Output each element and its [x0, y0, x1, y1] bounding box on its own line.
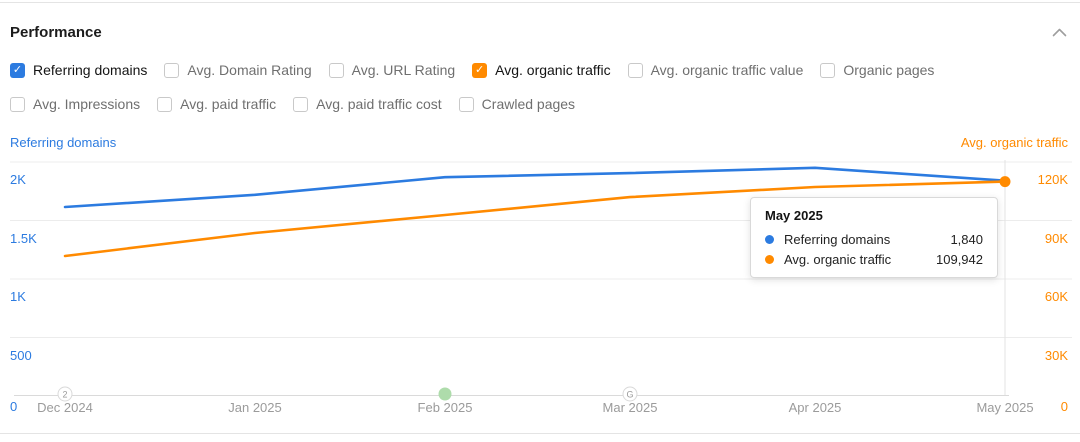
tooltip-row-referring-domains: Referring domains 1,840 [765, 232, 983, 247]
metric-label: Avg. paid traffic [180, 96, 277, 112]
metric-label: Avg. paid traffic cost [316, 96, 442, 112]
unchecked-checkbox-icon [458, 96, 474, 112]
x-axis-label-apr-2025: Apr 2025 [788, 400, 842, 415]
x-axis-label-may-2025: May 2025 [976, 400, 1034, 415]
x-axis-label-feb-2025: Feb 2025 [417, 400, 473, 415]
metric-label: Crawled pages [481, 96, 576, 112]
unchecked-checkbox-icon [627, 62, 643, 78]
left-axis-tick: 1K [10, 289, 26, 304]
x-axis-label-dec-2024: Dec 2024 [37, 400, 93, 415]
left-axis-tick: 500 [10, 347, 32, 363]
metric-label: Organic pages [843, 62, 935, 78]
left-axis-tick: 2K [10, 172, 26, 187]
series-color-dot-icon [765, 255, 774, 264]
right-axis-tick: 0 [1060, 399, 1068, 414]
x-axis-label-jan-2025: Jan 2025 [228, 400, 282, 415]
metric-label: Avg. organic traffic value [650, 62, 804, 78]
metric-checkbox-avg-organic-traffic[interactable]: ✓ Avg. organic traffic [472, 62, 611, 78]
x-axis-label-mar-2025: Mar 2025 [602, 400, 658, 415]
series-color-dot-icon [765, 235, 774, 244]
tooltip-row-avg-organic-traffic: Avg. organic traffic 109,942 [765, 252, 983, 267]
timeline-green-dot-marker[interactable] [438, 387, 452, 401]
tooltip-series-label: Avg. organic traffic [784, 252, 892, 267]
tooltip-series-value: 109,942 [936, 252, 983, 267]
avg-organic-traffic-line [63, 180, 1007, 258]
referring-domains-line [63, 166, 1007, 209]
panel-bottom-divider [0, 433, 1080, 434]
unchecked-checkbox-icon [293, 96, 309, 112]
right-axis-tick: 90K [1044, 230, 1068, 246]
metric-checkbox-crawled-pages[interactable]: Crawled pages [458, 96, 576, 112]
metric-checkbox-avg-paid-traffic-cost[interactable]: Avg. paid traffic cost [293, 96, 442, 112]
tooltip-series-value: 1,840 [950, 232, 983, 247]
tooltip-series-label: Referring domains [784, 232, 891, 247]
metric-checkbox-row-2: Avg. Impressions Avg. paid traffic Avg. pa… [10, 96, 1070, 112]
page-title: Performance [10, 24, 102, 41]
metric-label: Avg. organic traffic [495, 62, 611, 78]
metric-checkbox-avg-domain-rating[interactable]: Avg. Domain Rating [164, 62, 312, 78]
timeline-event-marker-2[interactable]: 2 [57, 386, 73, 402]
right-axis-title: Avg. organic traffic [960, 135, 1068, 150]
unchecked-checkbox-icon [164, 62, 180, 78]
metric-checkbox-avg-impressions[interactable]: Avg. Impressions [10, 96, 140, 112]
metric-checkbox-avg-url-rating[interactable]: Avg. URL Rating [328, 62, 456, 78]
left-axis-tick: 1.5K [10, 230, 37, 246]
metric-label: Avg. URL Rating [351, 62, 456, 78]
tooltip-title: May 2025 [765, 208, 823, 223]
unchecked-checkbox-icon [10, 96, 25, 112]
hovered-data-point-marker [999, 176, 1011, 188]
metric-checkbox-organic-pages[interactable]: Organic pages [820, 62, 934, 78]
metric-checkbox-referring-domains[interactable]: ✓ Referring domains [10, 62, 147, 78]
metric-checkbox-avg-paid-traffic[interactable]: Avg. paid traffic [157, 96, 276, 112]
unchecked-checkbox-icon [820, 62, 836, 78]
metric-checkbox-avg-organic-traffic-value[interactable]: Avg. organic traffic value [627, 62, 804, 78]
metric-label: Avg. Domain Rating [187, 62, 312, 78]
unchecked-checkbox-icon [328, 62, 344, 78]
unchecked-checkbox-icon [157, 96, 173, 112]
right-axis-tick: 120K [1037, 172, 1068, 187]
checked-checkbox-icon: ✓ [472, 62, 488, 78]
metric-checkbox-row-1: ✓ Referring domains Avg. Domain Rating Avg.… [10, 62, 1070, 78]
left-axis-title: Referring domains [10, 135, 117, 150]
collapse-section-button[interactable] [1050, 26, 1068, 40]
right-axis-tick: 30K [1044, 347, 1068, 363]
metric-label: Referring domains [33, 62, 148, 78]
checked-checkbox-icon: ✓ [10, 62, 25, 78]
metric-label: Avg. Impressions [33, 96, 141, 112]
left-axis-tick: 0 [10, 399, 18, 414]
panel-top-divider [0, 2, 1080, 3]
chevron-up-icon [1052, 24, 1067, 42]
right-axis-tick: 60K [1044, 289, 1068, 304]
timeline-event-marker-g[interactable]: G [622, 386, 638, 402]
chart-tooltip: May 2025 Referring domains 1,840 Avg. orga… [750, 197, 998, 278]
